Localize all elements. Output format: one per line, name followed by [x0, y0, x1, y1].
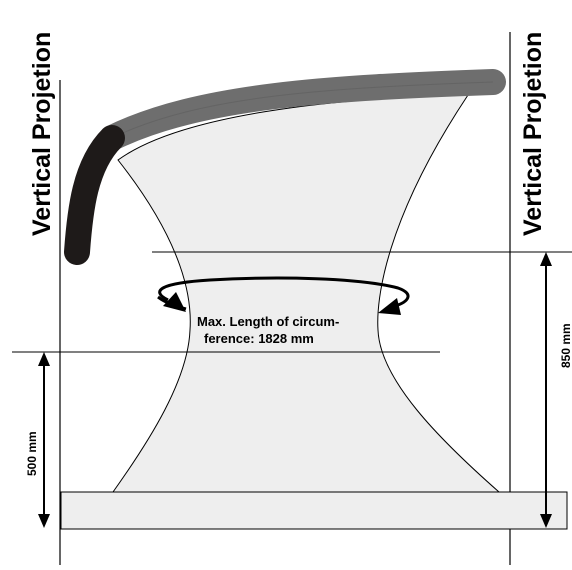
dim-850-label: 850 mm: [559, 323, 572, 368]
circumference-label-line1: Max. Length of circum-: [197, 314, 339, 329]
dim-850-arrowhead-bottom: [540, 514, 552, 528]
dim-850-arrowhead-top: [540, 252, 552, 266]
vertical-projection-label-left: Vertical Projetion: [28, 32, 56, 236]
top-arm-gray-outline: [111, 81, 494, 139]
hourglass-body: [112, 94, 501, 493]
top-arm-gray: [99, 69, 506, 151]
rotation-arrowhead-right: [378, 298, 401, 315]
left-arm-dark: [64, 125, 125, 265]
dim-500-arrowhead-bottom: [38, 514, 50, 528]
circumference-label-line2: ference: 1828 mm: [204, 331, 314, 346]
dim-500-arrowhead-top: [38, 352, 50, 366]
rotation-arrow-back-left: [157, 295, 187, 311]
base-platform: [60, 491, 568, 530]
dim-500-label: 500 mm: [25, 431, 39, 476]
rotation-arrow-front: [158, 276, 410, 308]
vertical-projection-label-right: Vertical Projetion: [519, 32, 547, 236]
